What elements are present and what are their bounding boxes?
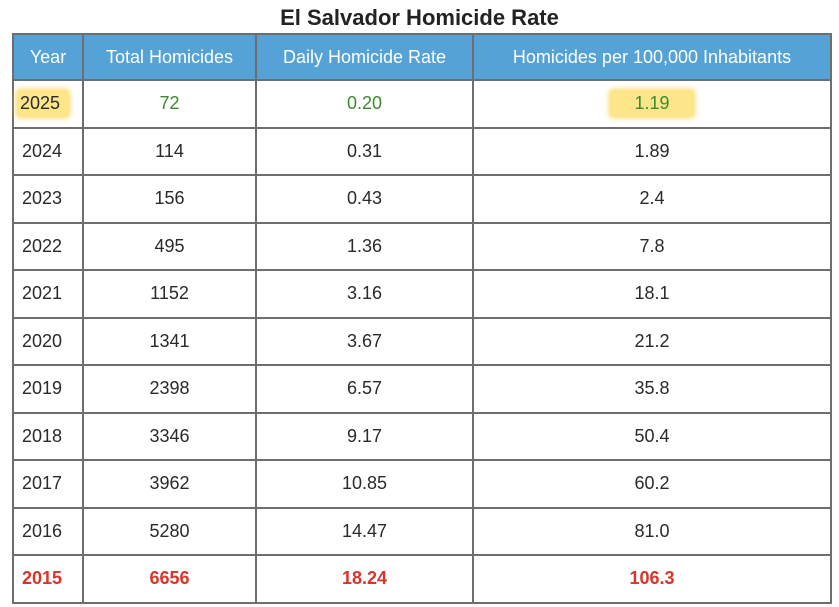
total-homicides-cell: 1152 bbox=[82, 269, 257, 319]
daily-rate-cell: 3.67 bbox=[255, 316, 474, 366]
total-homicides-cell: 114 bbox=[82, 126, 257, 176]
daily-rate-cell: 18.24 bbox=[255, 554, 474, 604]
per-100k-cell: 81.0 bbox=[472, 506, 832, 556]
per-100k-cell: 21.2 bbox=[472, 316, 832, 366]
column-header-year: Year bbox=[12, 33, 84, 81]
per-100k-cell: 2.4 bbox=[472, 174, 832, 224]
total-homicides-cell: 156 bbox=[82, 174, 257, 224]
daily-rate-cell: 9.17 bbox=[255, 411, 474, 461]
year-cell: 2022 bbox=[12, 221, 84, 271]
per-100k-cell: 35.8 bbox=[472, 364, 832, 414]
table-row: 2023 156 0.43 2.4 bbox=[12, 174, 832, 224]
table-row: 2022 495 1.36 7.8 bbox=[12, 221, 832, 271]
year-cell: 2021 bbox=[12, 269, 84, 319]
year-cell: 2016 bbox=[12, 506, 84, 556]
daily-rate-cell: 0.31 bbox=[255, 126, 474, 176]
table-row: 2021 1152 3.16 18.1 bbox=[12, 269, 832, 319]
total-homicides-cell: 72 bbox=[82, 79, 257, 129]
total-homicides-cell: 3346 bbox=[82, 411, 257, 461]
per-100k-cell: 106.3 bbox=[472, 554, 832, 604]
year-cell: 2018 bbox=[12, 411, 84, 461]
total-homicides-cell: 5280 bbox=[82, 506, 257, 556]
per-100k-cell: 1.19 bbox=[472, 79, 832, 129]
daily-rate-cell: 6.57 bbox=[255, 364, 474, 414]
table-row: 2017 3962 10.85 60.2 bbox=[12, 459, 832, 509]
column-header-homicides-per-100k: Homicides per 100,000 Inhabitants bbox=[472, 33, 832, 81]
daily-rate-cell: 3.16 bbox=[255, 269, 474, 319]
table-row: 2019 2398 6.57 35.8 bbox=[12, 364, 832, 414]
total-homicides-cell: 3962 bbox=[82, 459, 257, 509]
per-100k-cell: 18.1 bbox=[472, 269, 832, 319]
total-homicides-cell: 2398 bbox=[82, 364, 257, 414]
year-cell: 2017 bbox=[12, 459, 84, 509]
year-cell: 2015 bbox=[12, 554, 84, 604]
table-row: 2024 114 0.31 1.89 bbox=[12, 126, 832, 176]
year-cell: 2020 bbox=[12, 316, 84, 366]
column-header-total-homicides: Total Homicides bbox=[82, 33, 257, 81]
table-row: 2020 1341 3.67 21.2 bbox=[12, 316, 832, 366]
daily-rate-cell: 0.20 bbox=[255, 79, 474, 129]
per-100k-cell: 1.89 bbox=[472, 126, 832, 176]
page-title: El Salvador Homicide Rate bbox=[280, 5, 559, 30]
year-cell: 2025 bbox=[12, 79, 84, 129]
homicide-rate-table: Year Total Homicides Daily Homicide Rate… bbox=[12, 33, 832, 604]
total-homicides-cell: 495 bbox=[82, 221, 257, 271]
year-cell: 2019 bbox=[12, 364, 84, 414]
table-row: 2018 3346 9.17 50.4 bbox=[12, 411, 832, 461]
table-row-2025: 2025 72 0.20 1.19 bbox=[12, 79, 832, 129]
year-cell: 2023 bbox=[12, 174, 84, 224]
table-row: 2016 5280 14.47 81.0 bbox=[12, 506, 832, 556]
daily-rate-cell: 1.36 bbox=[255, 221, 474, 271]
per-100k-cell: 7.8 bbox=[472, 221, 832, 271]
daily-rate-cell: 10.85 bbox=[255, 459, 474, 509]
daily-rate-cell: 0.43 bbox=[255, 174, 474, 224]
year-highlight: 2025 bbox=[17, 90, 70, 118]
table-row-2015: 2015 6656 18.24 106.3 bbox=[12, 554, 832, 604]
per-100k-cell: 60.2 bbox=[472, 459, 832, 509]
total-homicides-cell: 1341 bbox=[82, 316, 257, 366]
daily-rate-cell: 14.47 bbox=[255, 506, 474, 556]
total-homicides-cell: 6656 bbox=[82, 554, 257, 604]
per-100k-cell: 50.4 bbox=[472, 411, 832, 461]
column-header-daily-homicide-rate: Daily Homicide Rate bbox=[255, 33, 474, 81]
table-header-row: Year Total Homicides Daily Homicide Rate… bbox=[12, 33, 832, 81]
year-cell: 2024 bbox=[12, 126, 84, 176]
per-100k-highlight: 1.19 bbox=[610, 90, 694, 118]
